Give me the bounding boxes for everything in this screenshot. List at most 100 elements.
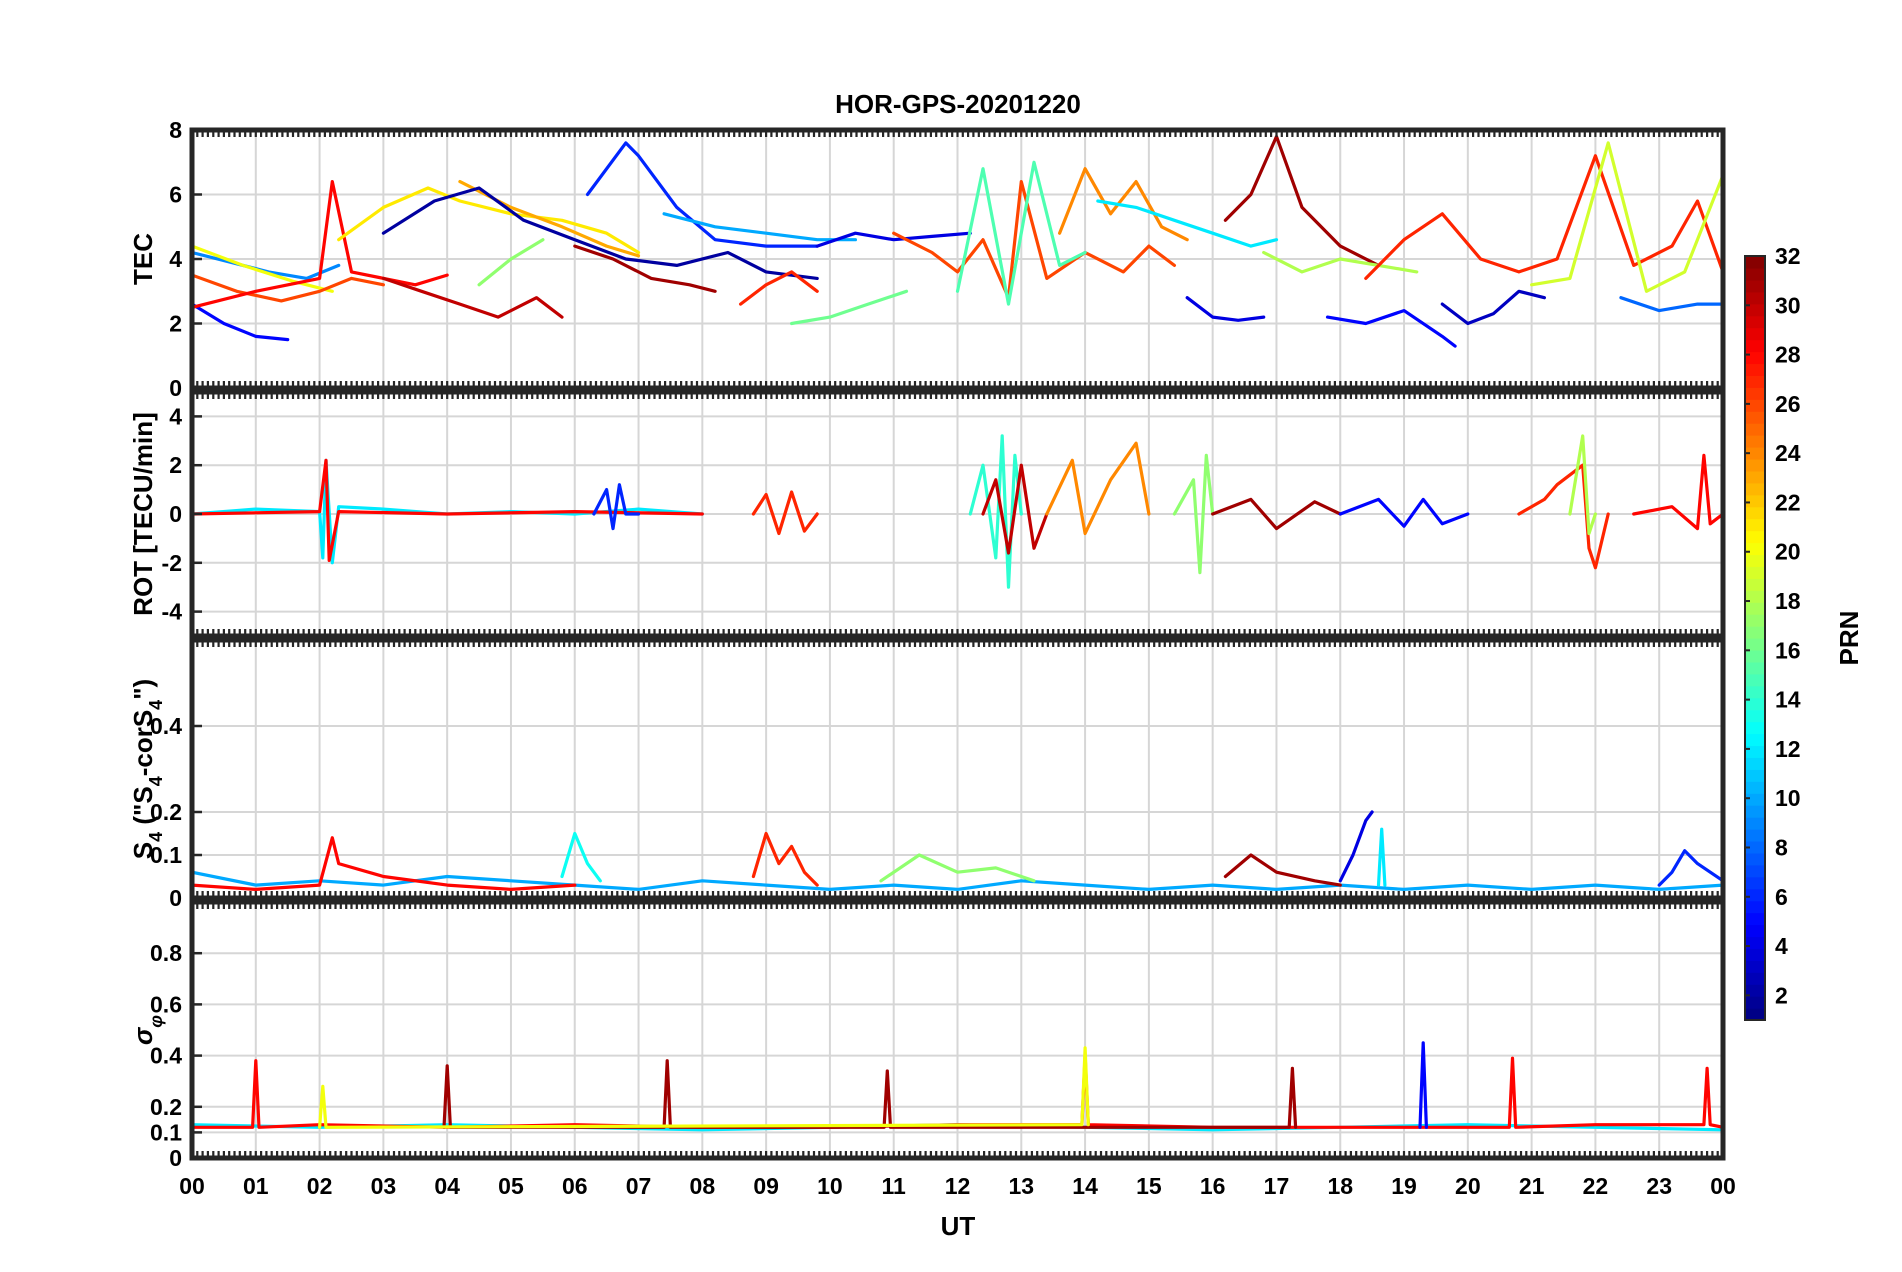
colorbar-tick-label: 30	[1775, 292, 1801, 318]
series-line-prn-24	[1057, 167, 1189, 242]
colorbar-swatch	[1745, 840, 1765, 854]
colorbar-swatch	[1745, 673, 1765, 687]
colorbar-swatch	[1745, 363, 1765, 376]
y-tick-label: 0.2	[150, 799, 182, 825]
y-tick-label: 0.1	[150, 842, 182, 868]
y-tick-label: 0.4	[150, 1043, 182, 1069]
y-tick-label: 0.6	[150, 991, 182, 1017]
series-line-prn-31	[1211, 497, 1342, 531]
colorbar-swatch	[1745, 864, 1765, 878]
colorbar-swatch	[1745, 279, 1765, 293]
y-tick-label: -4	[162, 599, 183, 625]
colorbar-tick-label: 14	[1775, 687, 1801, 713]
colorbar-swatch	[1745, 602, 1765, 615]
colorbar-tick-label: 2	[1775, 982, 1788, 1008]
series-line-prn-15	[955, 160, 1087, 306]
colorbar-label: PRN	[1834, 611, 1864, 666]
series-line-prn-17	[1172, 453, 1215, 575]
x-tick-label: 17	[1264, 1173, 1290, 1199]
colorbar-swatch	[1745, 256, 1765, 269]
series-line-prn-5	[1325, 309, 1457, 348]
series-line-prn-17	[879, 853, 1036, 883]
colorbar-swatch	[1745, 757, 1765, 770]
colorbar-swatch	[1745, 661, 1765, 675]
series-line-prn-20	[192, 244, 334, 293]
series-line-prn-31	[1223, 853, 1342, 887]
colorbar-swatch	[1745, 960, 1765, 973]
x-minor-ticks	[190, 902, 1725, 1158]
colorbar-swatch	[1745, 399, 1765, 412]
series-line-prn-31	[573, 244, 717, 293]
x-tick-label: 14	[1072, 1173, 1098, 1199]
series-line-prn-6	[1657, 849, 1723, 887]
colorbar-swatch	[1745, 578, 1765, 591]
colorbar-swatch	[1745, 996, 1765, 1009]
x-minor-ticks	[190, 392, 1725, 636]
x-tick-label: 08	[690, 1173, 716, 1199]
x-tick-label: 21	[1519, 1173, 1545, 1199]
y-tick-label: 6	[169, 182, 182, 208]
series-line-prn-8	[1619, 296, 1723, 313]
colorbar-swatch	[1745, 745, 1765, 758]
series-line-prn-4	[1185, 296, 1266, 322]
series-line-prn-28	[192, 836, 577, 892]
colorbar-swatch	[1745, 423, 1765, 436]
series-group	[192, 134, 1723, 348]
series-line-prn-31	[1223, 134, 1381, 267]
y-tick-label: 0.4	[150, 713, 182, 739]
colorbar-swatch	[1745, 948, 1765, 961]
x-minor-ticks	[190, 130, 1725, 388]
colorbar-tick-label: 8	[1775, 834, 1788, 860]
colorbar-swatch	[1745, 351, 1765, 365]
colorbar-swatch	[1745, 912, 1765, 926]
series-line-prn-5	[1418, 1041, 1429, 1129]
chart-title: HOR-GPS-20201220	[835, 89, 1081, 119]
series-line-prn-21	[337, 186, 641, 255]
series-group	[192, 434, 1723, 589]
x-tick-label: 00	[179, 1173, 205, 1199]
colorbar-swatch	[1745, 315, 1765, 329]
colorbar-swatch	[1745, 327, 1765, 341]
y-tick-label: 4	[169, 246, 182, 272]
colorbar-swatch	[1745, 924, 1765, 938]
series-line-prn-24	[1045, 441, 1151, 536]
colorbar-swatch	[1745, 936, 1765, 949]
x-tick-label: 06	[562, 1173, 588, 1199]
colorbar-swatch	[1745, 303, 1765, 317]
series-line-prn-13	[560, 831, 602, 883]
colorbar-tick-label: 32	[1775, 243, 1801, 269]
series-line-prn-17	[477, 238, 545, 287]
colorbar-tick-label: 22	[1775, 489, 1801, 515]
series-line-prn-12	[1096, 199, 1279, 248]
x-tick-label: 00	[1710, 1173, 1736, 1199]
series-line-prn-4	[1338, 810, 1374, 883]
colorbar-tick-label: 16	[1775, 637, 1801, 663]
colorbar-swatch	[1745, 339, 1765, 353]
y-tick-label: 2	[169, 452, 182, 478]
y-tick-label: 0.1	[150, 1119, 182, 1145]
x-tick-label: 22	[1583, 1173, 1609, 1199]
y-axis-label-s4: S4 ("S4-corS4")	[128, 679, 166, 859]
colorbar-tick-label: 6	[1775, 884, 1788, 910]
panel-rot: -4 -2 0 2 4 ROT [TECU/min]	[128, 389, 1726, 639]
x-tick-label: 07	[626, 1173, 652, 1199]
series-line-prn-6	[585, 141, 819, 248]
panel-s4: 0 0.1 0.2 0.4S4 ("S4-corS4")	[128, 637, 1726, 911]
x-tick-label: 16	[1200, 1173, 1226, 1199]
series-line-prn-19	[1529, 141, 1723, 293]
series-line-prn-6	[592, 483, 641, 531]
colorbar-swatch	[1745, 566, 1765, 579]
colorbar-tick-label: 20	[1775, 539, 1801, 565]
colorbar-swatch	[1745, 900, 1765, 914]
colorbar-swatch	[1745, 805, 1765, 818]
colorbar-swatch	[1745, 817, 1765, 830]
series-line-prn-30	[381, 276, 564, 319]
x-tick-label: 18	[1327, 1173, 1353, 1199]
x-tick-label: 15	[1136, 1173, 1162, 1199]
colorbar-swatch	[1745, 972, 1765, 985]
series-line-prn-5	[192, 302, 290, 342]
y-tick-label: 0	[169, 1145, 182, 1171]
colorbar-swatch	[1745, 888, 1765, 902]
